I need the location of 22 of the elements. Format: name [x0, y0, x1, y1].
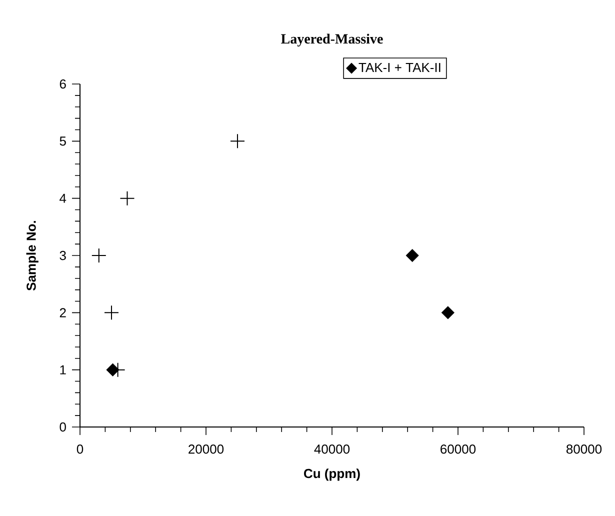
y-axis-title: Sample No.: [26, 221, 38, 291]
x-tick-label: 0: [76, 444, 84, 454]
x-tick-label: 80000: [566, 444, 602, 454]
y-tick-label: 0: [60, 422, 66, 432]
point: [120, 190, 135, 206]
chart-title: Layered-Massive: [281, 34, 383, 46]
y-tick-label: 3: [60, 250, 66, 260]
point: [104, 305, 119, 320]
point: [441, 306, 454, 320]
y-tick-label: 2: [60, 308, 66, 318]
y-tick-label: 4: [60, 194, 66, 203]
point: [91, 248, 106, 263]
legend-label: TAK-I + TAK-II: [358, 63, 440, 72]
x-axis-title: Cu (ppm): [304, 468, 360, 481]
y-tick-label: 6: [60, 79, 66, 89]
y-tick-label: 1: [60, 365, 66, 374]
x-tick-label: 40000: [314, 444, 350, 454]
x-tick-label: 60000: [440, 444, 476, 454]
x-tick-label: 20000: [188, 444, 224, 454]
point: [230, 134, 245, 149]
y-tick-label: 5: [60, 136, 66, 146]
point: [406, 248, 419, 262]
